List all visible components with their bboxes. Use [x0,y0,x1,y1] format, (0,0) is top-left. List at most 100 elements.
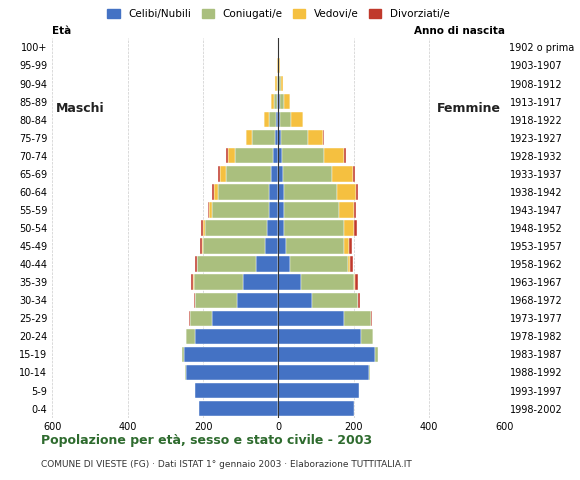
Bar [349,239,352,254]
Bar [252,130,275,145]
Bar [197,256,256,272]
Bar [195,329,278,344]
Bar [213,184,218,200]
Bar [278,94,280,109]
Bar [194,275,242,290]
Bar [265,239,278,254]
Bar [186,365,278,380]
Bar [282,148,324,164]
Bar [278,365,369,380]
Bar [218,184,269,200]
Bar [269,202,278,217]
Bar [348,256,350,272]
Bar [345,311,371,326]
Bar [286,239,345,254]
Bar [339,202,354,217]
Bar [280,94,284,109]
Bar [273,148,278,164]
Bar [280,112,291,127]
Text: Femmine: Femmine [437,102,501,115]
Bar [194,292,195,308]
Bar [278,383,360,398]
Bar [271,94,274,109]
Bar [182,347,184,362]
Bar [281,130,308,145]
Bar [284,94,290,109]
Bar [284,202,339,217]
Bar [246,130,252,145]
Bar [186,329,195,344]
Bar [323,130,324,145]
Bar [200,401,278,416]
Bar [275,130,278,145]
Bar [274,94,277,109]
Bar [237,292,278,308]
Bar [220,166,226,181]
Bar [278,311,345,326]
Bar [271,166,278,181]
Bar [276,76,277,91]
Bar [345,239,349,254]
Bar [371,311,372,326]
Bar [212,311,278,326]
Bar [277,94,278,109]
Bar [278,148,282,164]
Text: COMUNE DI VIESTE (FG) · Dati ISTAT 1° gennaio 2003 · Elaborazione TUTTITALIA.IT: COMUNE DI VIESTE (FG) · Dati ISTAT 1° ge… [41,459,411,468]
Bar [278,166,283,181]
Bar [184,347,278,362]
Text: Anno di nascita: Anno di nascita [414,26,505,36]
Bar [203,239,265,254]
Bar [256,256,278,272]
Bar [313,292,357,308]
Bar [278,401,354,416]
Legend: Celibi/Nubili, Coniugati/e, Vedovi/e, Divorziati/e: Celibi/Nubili, Coniugati/e, Vedovi/e, Di… [103,5,454,24]
Bar [279,76,281,91]
Bar [269,112,276,127]
Bar [354,202,356,217]
Bar [278,292,313,308]
Bar [278,329,361,344]
Bar [375,347,378,362]
Bar [354,275,357,290]
Bar [208,202,209,217]
Bar [195,256,197,272]
Bar [278,256,290,272]
Bar [264,112,269,127]
Bar [350,256,353,272]
Bar [353,166,354,181]
Bar [269,184,278,200]
Bar [278,239,286,254]
Text: Età: Età [52,26,71,36]
Bar [191,275,193,290]
Bar [308,130,323,145]
Bar [200,239,202,254]
Bar [279,58,280,73]
Bar [245,130,246,145]
Bar [203,220,205,236]
Bar [267,220,278,236]
Bar [195,383,278,398]
Bar [195,292,237,308]
Bar [337,184,356,200]
Bar [284,220,345,236]
Text: Maschi: Maschi [56,102,104,115]
Bar [332,166,353,181]
Text: Popolazione per età, sesso e stato civile - 2003: Popolazione per età, sesso e stato civil… [41,434,372,447]
Bar [283,166,332,181]
Bar [226,148,229,164]
Bar [278,130,281,145]
Bar [324,148,345,164]
Bar [278,76,279,91]
Bar [278,275,301,290]
Bar [218,166,220,181]
Bar [229,148,235,164]
Bar [358,292,360,308]
Bar [281,76,282,91]
Bar [205,220,267,236]
Bar [345,220,354,236]
Bar [212,184,213,200]
Bar [190,311,212,326]
Bar [301,275,354,290]
Bar [235,148,273,164]
Bar [278,202,284,217]
